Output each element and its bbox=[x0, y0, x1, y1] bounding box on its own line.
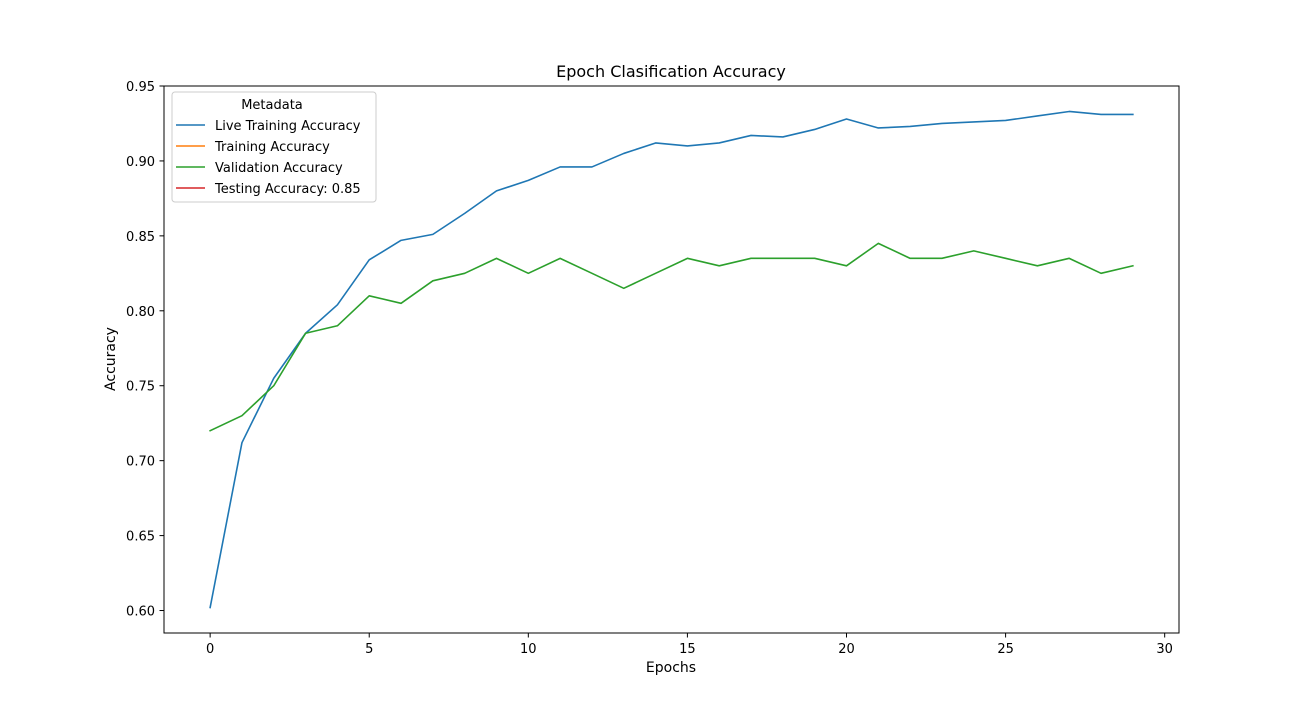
y-tick-label: 0.80 bbox=[126, 305, 155, 320]
x-tick-label: 30 bbox=[1156, 642, 1173, 657]
y-tick-label: 0.60 bbox=[126, 605, 155, 620]
y-tick-label: 0.95 bbox=[126, 80, 155, 95]
series-line-validation-accuracy bbox=[209, 242, 1134, 432]
legend-entry: Training Accuracy bbox=[214, 140, 330, 155]
x-tick-label: 5 bbox=[365, 642, 373, 657]
legend-box bbox=[171, 91, 377, 203]
x-axis-label: Epochs bbox=[646, 660, 696, 676]
legend: Metadata Live Training Accuracy Training A… bbox=[171, 91, 377, 203]
legend-title: Metadata bbox=[241, 98, 303, 113]
legend-entry: Validation Accuracy bbox=[215, 161, 343, 176]
x-tick-label: 15 bbox=[679, 642, 696, 657]
y-axis-label: Accuracy bbox=[103, 327, 119, 391]
y-tick-label: 0.70 bbox=[126, 455, 155, 470]
x-tick-label: 25 bbox=[997, 642, 1014, 657]
x-tick-label: 0 bbox=[206, 642, 214, 657]
x-tick-label: 10 bbox=[520, 642, 537, 657]
series-line-live-training-accuracy bbox=[209, 110, 1134, 609]
x-tick-label: 20 bbox=[838, 642, 855, 657]
plot-frame bbox=[163, 85, 1180, 634]
legend-entry: Testing Accuracy: 0.85 bbox=[214, 182, 361, 197]
y-tick-label: 0.75 bbox=[126, 380, 155, 395]
y-tick-label: 0.85 bbox=[126, 230, 155, 245]
chart-title: Epoch Clasification Accuracy bbox=[556, 62, 786, 81]
legend-entry: Live Training Accuracy bbox=[215, 119, 361, 134]
y-tick-label: 0.90 bbox=[126, 155, 155, 170]
y-tick-label: 0.65 bbox=[126, 530, 155, 545]
